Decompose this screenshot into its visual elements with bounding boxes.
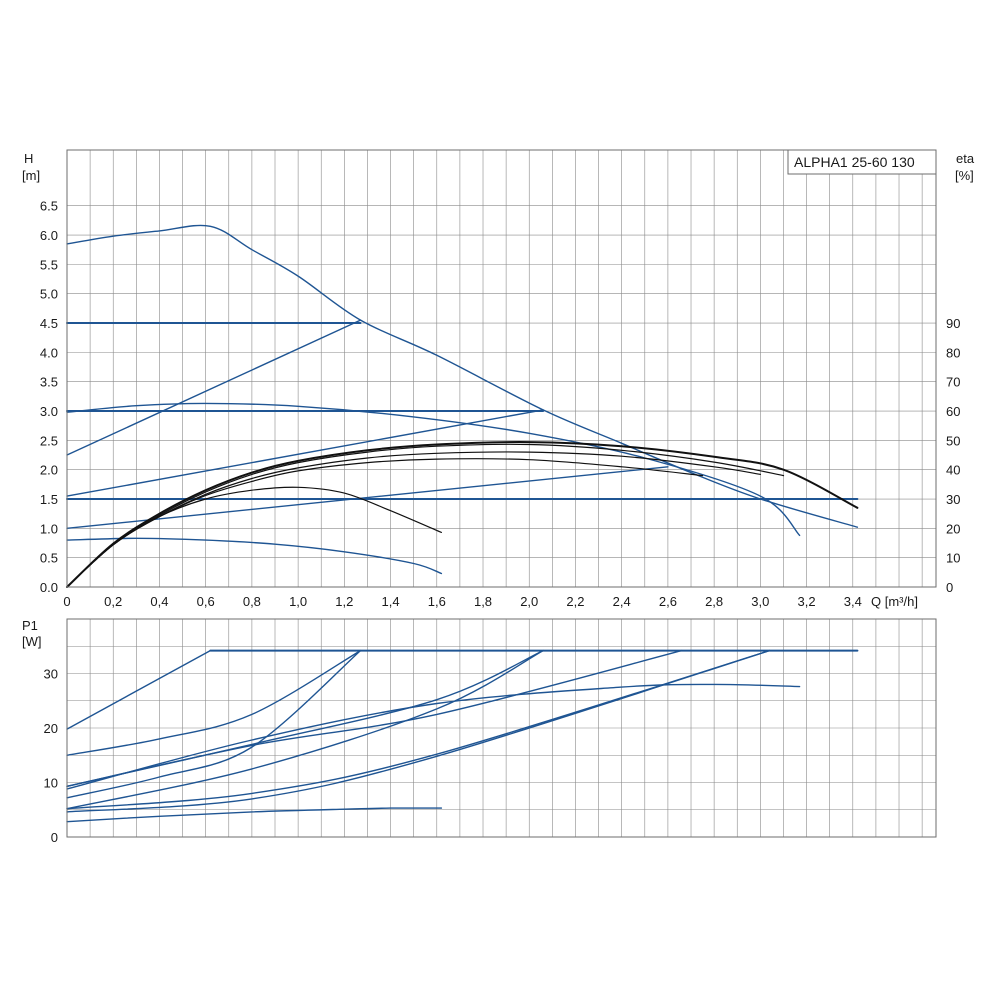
head-curve-13 — [66, 443, 785, 588]
head-y-tick: 3.5 — [40, 375, 58, 390]
flow-x-tick: 2,8 — [705, 594, 723, 609]
flow-x-tick: 0,6 — [197, 594, 215, 609]
head-curve-2 — [66, 319, 362, 456]
eta-tick: 20 — [946, 521, 960, 536]
flow-x-tick: 3,2 — [798, 594, 816, 609]
head-y-tick: 2.0 — [40, 463, 58, 478]
eta-tick: 70 — [946, 375, 960, 390]
eta-tick: 10 — [946, 551, 960, 566]
legend-box — [787, 149, 937, 175]
flow-x-tick: 2,2 — [566, 594, 584, 609]
head-series-group — [66, 224, 859, 588]
flow-x-tick: 1,0 — [289, 594, 307, 609]
power-series-group — [66, 649, 859, 823]
power-curve-11 — [66, 807, 443, 823]
flow-x-tick: 3,4 — [844, 594, 862, 609]
flow-x-tick: 2,0 — [520, 594, 538, 609]
head-y-tick: 2.5 — [40, 433, 58, 448]
head-curve-4 — [66, 409, 544, 497]
head-curve-11 — [66, 458, 704, 588]
head-curve-1 — [66, 224, 859, 528]
head-y-tick: 3.0 — [40, 404, 58, 419]
power-curve-7 — [66, 649, 683, 787]
head-y-tick: 5.0 — [40, 287, 58, 302]
eta-tick: 30 — [946, 492, 960, 507]
power-curve-8 — [66, 649, 771, 810]
eta-tick: 90 — [946, 316, 960, 331]
flow-x-tick: 0,2 — [104, 594, 122, 609]
head-plot-frame — [66, 149, 937, 588]
head-axis-unit: [m] — [22, 168, 40, 183]
head-grid — [67, 150, 936, 587]
legend-model-name: ALPHA1 25-60 130 — [794, 154, 915, 170]
head-y-tick: 4.0 — [40, 345, 58, 360]
power-curve-5 — [66, 649, 544, 787]
power-curve-3 — [66, 649, 362, 756]
flow-axis-label: Q [m³/h] — [871, 594, 918, 609]
power-axis-label: P1 — [22, 618, 38, 633]
power-y-tick: 10 — [44, 776, 58, 791]
eta-axis-label: eta — [956, 151, 975, 166]
eta-tick-labels: 0 10 20 30 40 50 60 70 80 90 — [946, 316, 960, 595]
flow-x-tick: 1,4 — [382, 594, 400, 609]
eta-tick: 60 — [946, 404, 960, 419]
flow-x-tick: 2,4 — [613, 594, 631, 609]
power-plot-frame — [66, 618, 937, 838]
power-y-tick: 20 — [44, 721, 58, 736]
eta-tick: 50 — [946, 433, 960, 448]
flow-x-tick: 0 — [63, 594, 70, 609]
head-y-tick: 1.0 — [40, 521, 58, 536]
flow-x-tick: 1,6 — [428, 594, 446, 609]
head-y-tick: 1.5 — [40, 492, 58, 507]
head-curve-9 — [66, 537, 443, 575]
head-y-tick: 0.5 — [40, 551, 58, 566]
head-y-tick: 0.0 — [40, 580, 58, 595]
flow-x-tick-labels: 0 0,2 0,4 0,6 0,8 1,0 1,2 1,4 1,6 1,8 2,0 2,2 2,4 2,6… — [63, 594, 861, 609]
head-y-tick: 6.0 — [40, 228, 58, 243]
power-y-tick: 30 — [44, 667, 58, 682]
head-axis-label: H — [24, 151, 33, 166]
flow-x-tick: 0,4 — [150, 594, 168, 609]
power-curve-10 — [66, 683, 801, 790]
flow-x-tick: 1,8 — [474, 594, 492, 609]
head-curve-14 — [66, 441, 859, 588]
power-y-tick: 0 — [51, 830, 58, 845]
eta-tick: 0 — [946, 580, 953, 595]
head-curve-panel: 0.0 0.5 1.0 1.5 2.0 2.5 3.0 3.5 4.0 4.5 5.0 5.5 6.0 6… — [22, 149, 975, 609]
head-y-tick: 6.5 — [40, 199, 58, 214]
eta-tick: 80 — [946, 345, 960, 360]
power-curve-4 — [66, 649, 362, 799]
power-curve-2 — [66, 649, 211, 730]
flow-x-tick: 3,0 — [751, 594, 769, 609]
eta-tick: 40 — [946, 463, 960, 478]
flow-x-tick: 1,2 — [335, 594, 353, 609]
head-curve-12 — [66, 451, 761, 588]
head-curve-6 — [66, 466, 669, 529]
eta-axis-unit: [%] — [955, 168, 974, 183]
power-curve-6 — [66, 649, 544, 810]
power-curve-panel: 0 10 20 30 P1 [W] — [22, 618, 937, 846]
head-curve-8 — [66, 402, 801, 537]
flow-x-tick: 0,8 — [243, 594, 261, 609]
head-y-tick: 4.5 — [40, 316, 58, 331]
power-grid — [67, 619, 936, 837]
flow-x-tick: 2,6 — [659, 594, 677, 609]
power-curve-9 — [66, 649, 771, 813]
power-y-tick-labels: 0 10 20 30 — [44, 667, 58, 846]
power-axis-unit: [W] — [22, 634, 42, 649]
head-y-tick-labels: 0.0 0.5 1.0 1.5 2.0 2.5 3.0 3.5 4.0 4.5 5.0 5.5 6.0 6… — [40, 199, 58, 595]
head-y-tick: 5.5 — [40, 257, 58, 272]
